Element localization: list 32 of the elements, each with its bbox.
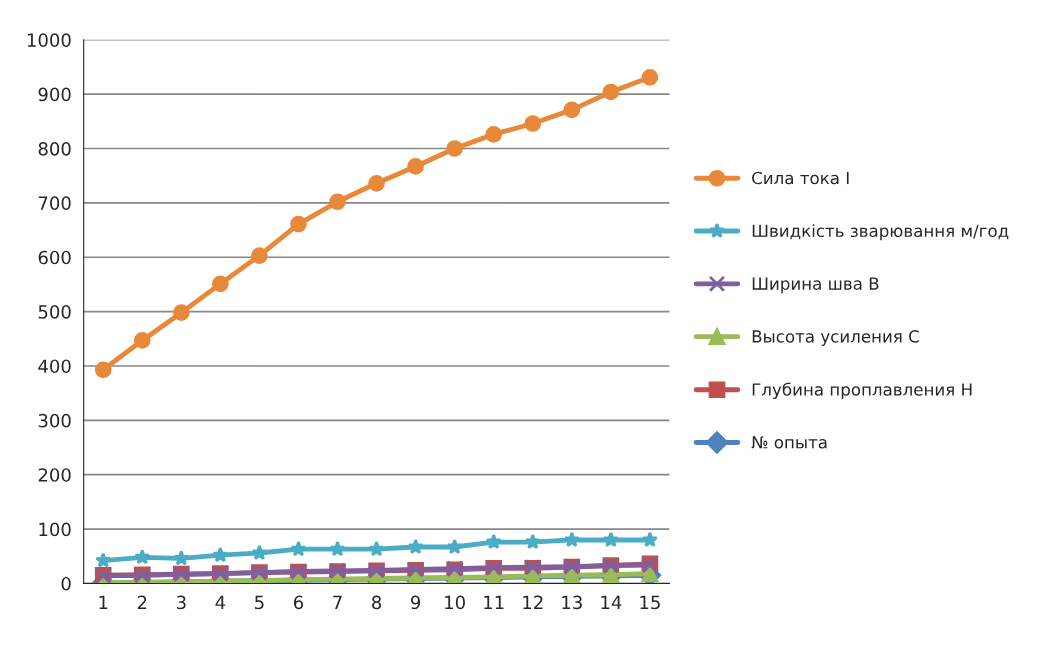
x-tick-label: 15 (640, 595, 660, 610)
x-tick-label: 13 (562, 595, 582, 610)
y-tick-label: 600 (38, 250, 71, 265)
y-tick-label: 500 (38, 305, 71, 319)
x-tick-label: 12 (523, 595, 543, 609)
y-tick-label: 200 (38, 468, 71, 482)
x-tick-label: 3 (176, 595, 186, 610)
legend-label: Швидкість зварювання м/год (752, 224, 1009, 241)
legend-label: Сила тока I (752, 171, 849, 185)
y-tick-label: 0 (61, 576, 71, 591)
legend-label: Глубина проплавления Н (752, 382, 972, 400)
y-tick-label: 400 (38, 359, 71, 374)
y-tick-label: 1000 (27, 33, 71, 47)
x-tick-label: 14 (601, 595, 622, 609)
x-tick-label: 2 (137, 595, 147, 609)
x-tick-label: 4 (215, 595, 226, 609)
legend-label: № опыта (751, 436, 827, 449)
x-tick-label: 8 (372, 595, 382, 610)
x-tick-label: 11 (484, 595, 504, 609)
x-tick-label: 5 (255, 595, 264, 610)
y-tick-label: 700 (38, 196, 71, 210)
x-tick-label: 7 (333, 595, 342, 609)
x-tick-label: 9 (411, 595, 421, 610)
legend-label: Ширина шва В (752, 277, 879, 294)
y-tick-label: 800 (38, 141, 71, 156)
y-tick-label: 100 (39, 522, 71, 537)
x-tick-label: 10 (445, 595, 465, 610)
y-tick-label: 300 (38, 413, 71, 428)
y-tick-label: 900 (38, 87, 71, 102)
x-tick-label: 1 (99, 595, 108, 609)
legend-label: Высота усиления С (752, 330, 919, 346)
x-tick-label: 6 (293, 595, 304, 610)
